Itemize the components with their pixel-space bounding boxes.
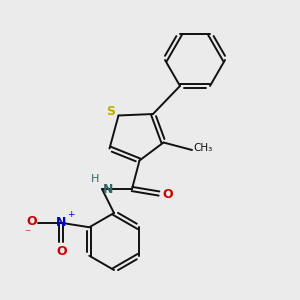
Text: N: N <box>103 183 113 196</box>
Text: CH₃: CH₃ <box>194 142 213 153</box>
Text: ⁻: ⁻ <box>24 227 30 240</box>
Text: O: O <box>26 215 37 228</box>
Text: O: O <box>56 245 67 258</box>
Text: H: H <box>91 174 100 184</box>
Text: +: + <box>67 210 74 219</box>
Text: N: N <box>56 216 67 229</box>
Text: O: O <box>162 188 172 201</box>
Text: S: S <box>106 105 116 119</box>
